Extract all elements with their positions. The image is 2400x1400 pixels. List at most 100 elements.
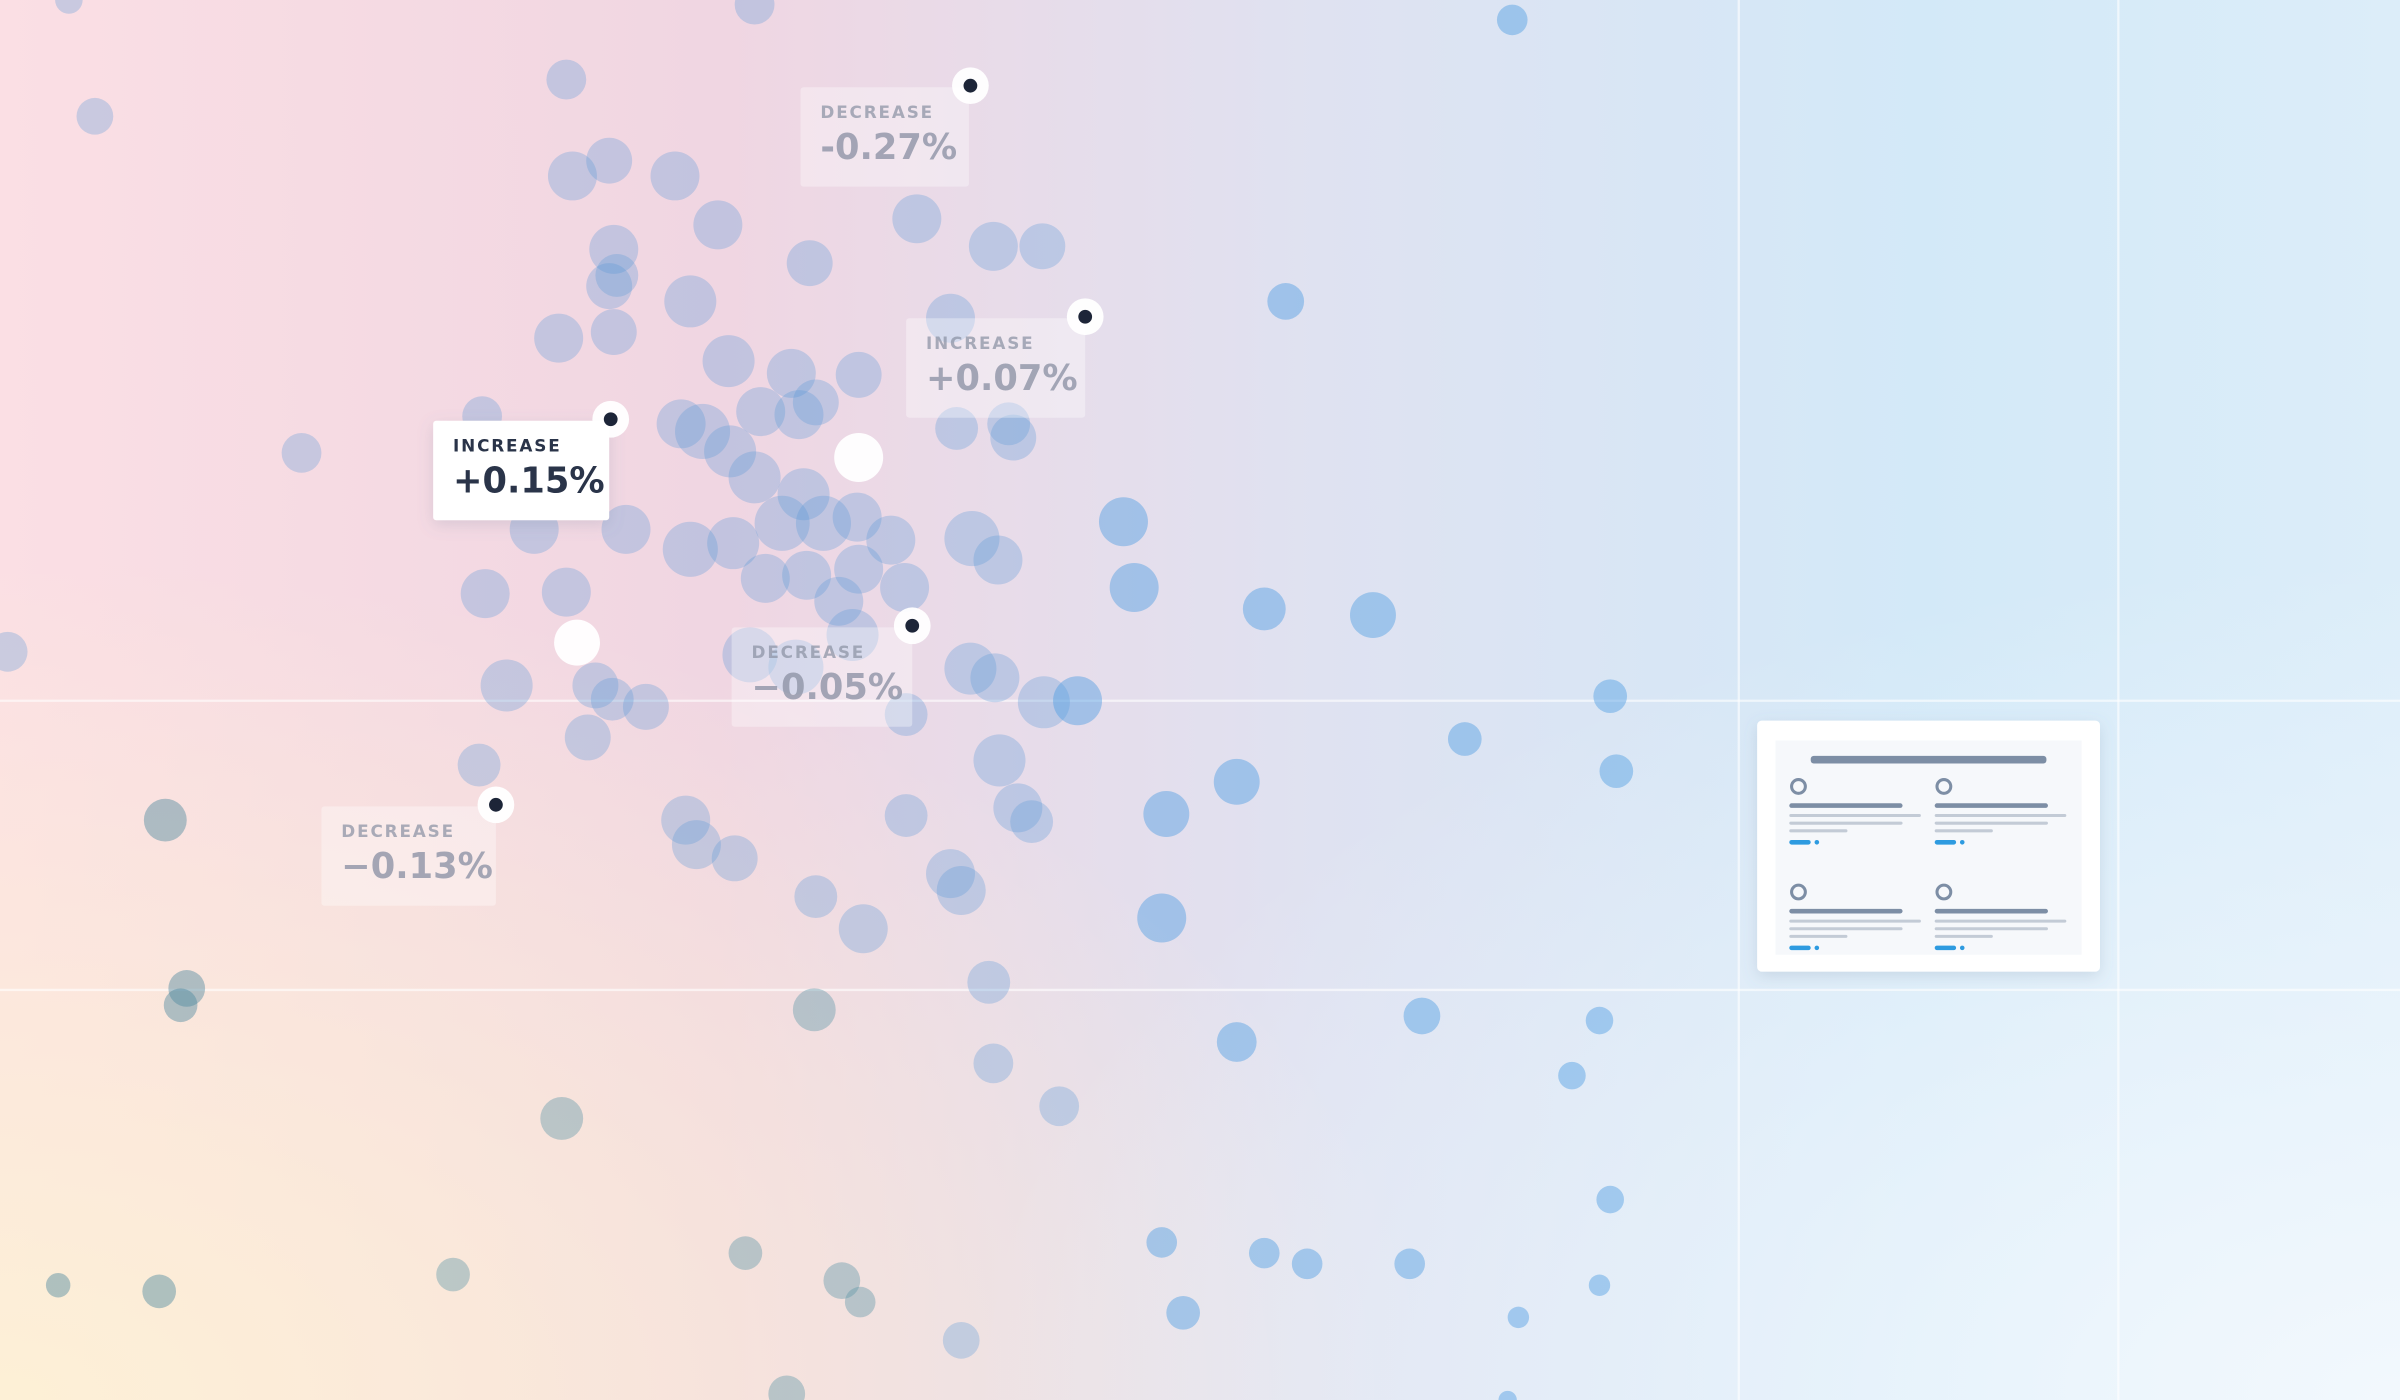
dot (794, 875, 838, 919)
dot (826, 608, 879, 661)
dot (722, 627, 778, 683)
dot (1593, 679, 1628, 714)
dot (0, 631, 28, 672)
dot (707, 517, 760, 570)
dot (944, 642, 997, 695)
dot (1039, 1086, 1080, 1127)
callout: INCREASE +0.07% (906, 298, 1104, 418)
dot (990, 414, 1037, 461)
callout-value: +0.07% (926, 358, 1078, 399)
dot (1242, 587, 1286, 631)
dot (823, 1262, 861, 1300)
dot (786, 240, 833, 287)
dot (944, 511, 1000, 567)
dot (76, 97, 114, 135)
callout-box (731, 627, 913, 727)
dot (728, 1236, 763, 1270)
dot (142, 1274, 177, 1309)
dot (792, 379, 839, 426)
dot (586, 137, 633, 184)
dot (768, 1375, 806, 1400)
dot (457, 743, 501, 787)
dot (675, 403, 731, 460)
dot (1558, 1061, 1586, 1090)
dot (1017, 676, 1070, 729)
dot (1291, 1248, 1323, 1280)
dot (595, 253, 639, 297)
pin (905, 618, 920, 633)
dot (892, 194, 942, 244)
dot (1394, 1248, 1425, 1280)
cell-line (1934, 934, 1993, 938)
callout-label: DECREASE (820, 102, 934, 122)
dot (987, 402, 1031, 446)
cell-tag (1789, 840, 1811, 845)
dot (1019, 223, 1066, 270)
dot (163, 988, 198, 1023)
dot (1146, 1227, 1178, 1258)
dot (968, 221, 1018, 271)
pin (963, 78, 978, 93)
dot (547, 151, 597, 201)
dot (546, 59, 587, 100)
dot (702, 335, 755, 388)
dot (1098, 497, 1148, 547)
card-heading (1810, 755, 2047, 764)
dot (792, 988, 836, 1032)
dot (926, 849, 975, 899)
dot (736, 387, 786, 437)
callout: DECREASE -0.27% (800, 67, 989, 187)
cell-tag-dot (1959, 945, 1965, 951)
callout-value: −0.05% (752, 667, 904, 708)
cell-line (1789, 919, 1921, 923)
dot (572, 662, 619, 709)
dot (622, 683, 669, 730)
dot (601, 504, 651, 554)
dot (589, 224, 639, 274)
pin (603, 412, 618, 427)
dot (671, 820, 721, 870)
cell-title (1789, 803, 1903, 808)
cell-icon (1790, 883, 1807, 901)
dot (564, 714, 611, 761)
dots (0, 0, 1634, 1400)
dot (1267, 283, 1305, 320)
dot (838, 904, 888, 954)
callout-box (321, 806, 496, 906)
callout-box (433, 420, 610, 521)
dot (935, 406, 979, 450)
dot (967, 960, 1011, 1004)
dot (1588, 1274, 1611, 1296)
cell-tag (1934, 840, 1957, 845)
cell-icon (1935, 778, 1953, 795)
dot (754, 495, 810, 551)
dot (766, 348, 816, 398)
dot (728, 451, 781, 504)
dot (1498, 1390, 1517, 1400)
dot (970, 653, 1020, 703)
dot (884, 693, 928, 736)
dot (835, 351, 882, 398)
dot (541, 567, 591, 617)
cell-line (1934, 813, 2067, 818)
callout-label: INCREASE (453, 435, 562, 455)
callout-value: +0.15% (453, 461, 605, 502)
cell-tag (1789, 945, 1811, 951)
callout: INCREASE +0.15% (433, 400, 630, 521)
dot (973, 1043, 1014, 1084)
callout: DECREASE −0.05% (731, 607, 931, 727)
cell-line (1789, 927, 1903, 931)
dot (834, 544, 884, 594)
dot (586, 263, 633, 310)
pin (1078, 309, 1093, 324)
dot (1010, 800, 1054, 844)
dot (777, 468, 830, 521)
cell-line (1789, 813, 1921, 818)
dot (143, 798, 187, 842)
cell-line (1934, 927, 2048, 931)
dot (1350, 592, 1396, 639)
dot (774, 390, 824, 440)
dot (590, 677, 634, 721)
